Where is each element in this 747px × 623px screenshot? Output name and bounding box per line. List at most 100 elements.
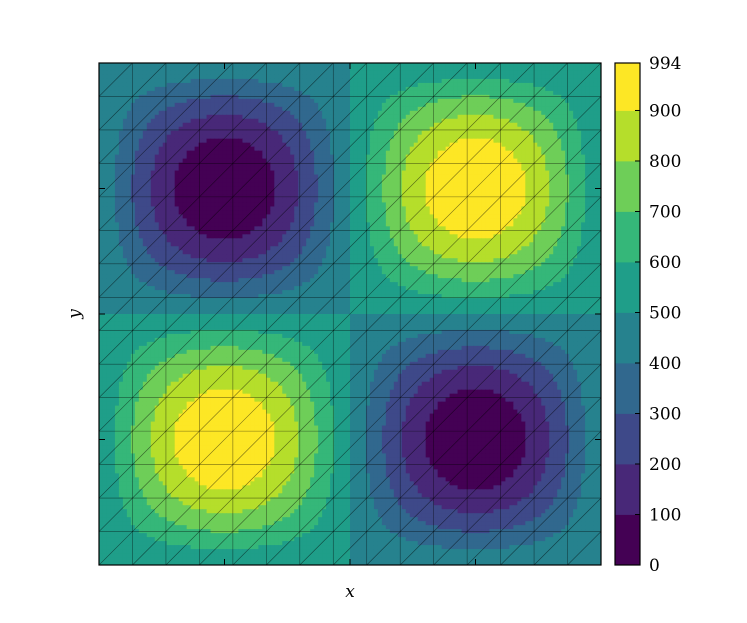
contour-cell — [130, 174, 136, 180]
contour-cell — [489, 114, 495, 120]
contour-cell — [218, 98, 224, 104]
contour-cell — [553, 190, 558, 196]
contour-cell — [369, 142, 375, 148]
contour-cell — [501, 130, 506, 136]
contour-cell — [569, 90, 574, 96]
contour-cell — [146, 178, 152, 184]
contour-cell — [577, 122, 582, 128]
contour-cell — [437, 170, 443, 176]
contour-cell — [533, 186, 538, 192]
contour-cell — [158, 94, 164, 100]
contour-cell — [314, 138, 319, 144]
contour-cell — [585, 94, 590, 100]
contour-cell — [509, 214, 514, 219]
contour-cell — [537, 90, 542, 96]
contour-cell — [541, 126, 546, 132]
contour-cell — [182, 66, 188, 72]
contour-cell — [413, 166, 419, 172]
contour-cell — [445, 162, 451, 168]
contour-cell — [473, 102, 479, 108]
contour-cell — [369, 106, 375, 112]
contour-cell — [174, 122, 180, 128]
contour-cell — [553, 106, 558, 112]
contour-cell — [142, 142, 148, 148]
contour-cell — [106, 86, 112, 92]
contour-cell — [445, 182, 451, 188]
contour-cell — [150, 63, 156, 68]
contour-cell — [350, 138, 355, 144]
contour-cell — [461, 206, 467, 212]
contour-cell — [330, 70, 335, 76]
contour-cell — [350, 190, 355, 196]
contour-cell — [346, 63, 351, 68]
contour-cell — [461, 166, 467, 172]
contour-cell — [361, 78, 367, 84]
contour-cell — [250, 110, 255, 116]
contour-cell — [154, 206, 160, 212]
contour-cell — [413, 110, 419, 116]
contour-cell — [102, 186, 108, 192]
contour-cell — [294, 66, 299, 72]
contour-cell — [250, 162, 255, 168]
contour-cell — [350, 182, 355, 188]
contour-cell — [150, 122, 156, 128]
contour-cell — [409, 78, 415, 84]
contour-cell — [429, 214, 435, 219]
contour-cell — [481, 182, 487, 188]
contour-cell — [202, 102, 208, 108]
contour-cell — [150, 170, 156, 176]
contour-cell — [166, 166, 172, 172]
contour-cell — [413, 206, 419, 212]
contour-cell — [477, 158, 483, 164]
contour-cell — [226, 114, 232, 120]
contour-cell — [429, 63, 435, 68]
contour-cell — [278, 63, 283, 68]
contour-cell — [194, 102, 200, 108]
contour-cell — [437, 162, 443, 168]
contour-cell — [389, 206, 395, 212]
contour-cell — [246, 70, 251, 76]
contour-cell — [290, 190, 295, 196]
contour-cell — [549, 154, 554, 160]
contour-cell — [146, 182, 152, 188]
contour-cell — [162, 146, 168, 152]
contour-cell — [573, 126, 578, 132]
contour-cell — [593, 86, 598, 92]
contour-cell — [99, 110, 104, 116]
contour-cell — [433, 110, 439, 116]
contour-cell — [425, 190, 431, 196]
contour-cell — [569, 134, 574, 140]
contour-cell — [557, 210, 562, 215]
contour-cell — [393, 118, 399, 124]
contour-cell — [222, 122, 228, 128]
contour-cell — [453, 66, 459, 72]
contour-cell — [290, 138, 295, 144]
contour-cell — [214, 126, 220, 132]
contour-cell — [342, 98, 347, 104]
contour-cell — [585, 138, 590, 144]
contour-cell — [330, 186, 335, 192]
contour-cell — [513, 90, 518, 96]
contour-cell — [266, 202, 271, 208]
contour-cell — [110, 150, 116, 156]
contour-cell — [421, 198, 427, 204]
contour-cell — [270, 182, 275, 188]
contour-cell — [274, 122, 279, 128]
contour-cell — [222, 150, 228, 156]
contour-cell — [373, 66, 379, 72]
contour-cell — [166, 186, 172, 192]
contour-cell — [385, 170, 391, 176]
contour-cell — [377, 154, 383, 160]
contour-cell — [529, 214, 534, 219]
contour-cell — [437, 186, 443, 192]
contour-cell — [561, 74, 566, 80]
contour-cell — [306, 174, 311, 180]
contour-cell — [545, 170, 550, 176]
contour-cell — [162, 126, 168, 132]
contour-cell — [581, 86, 586, 92]
contour-cell — [142, 190, 148, 196]
contour-cell — [150, 146, 156, 152]
contour-cell — [114, 110, 120, 116]
contour-cell — [134, 174, 140, 180]
contour-cell — [413, 134, 419, 140]
